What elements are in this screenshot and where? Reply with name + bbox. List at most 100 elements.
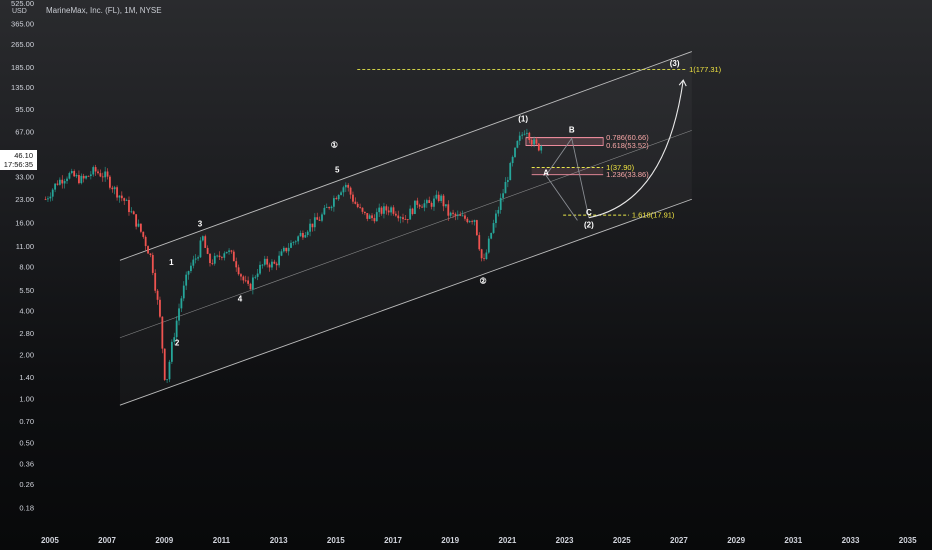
candle-body: [466, 218, 469, 223]
candle-body: [504, 181, 507, 194]
candle-body: [170, 341, 173, 362]
candle-body: [297, 236, 300, 242]
y-tick-label: 23.00: [15, 195, 34, 204]
candle-body: [285, 247, 288, 252]
candle-body: [211, 263, 214, 264]
candle-body: [178, 308, 180, 321]
candle-body: [216, 255, 219, 257]
candle-body: [509, 163, 512, 181]
candle-body: [528, 132, 531, 141]
candle-body: [99, 173, 102, 177]
candle-body: [132, 211, 135, 215]
wave-label: 3: [198, 219, 203, 228]
x-tick-label: 2005: [41, 536, 59, 545]
candle-body: [530, 140, 533, 145]
candle-body: [316, 217, 319, 220]
y-tick-label: 0.26: [19, 480, 34, 489]
x-tick-label: 2011: [213, 536, 231, 545]
candle-body: [302, 232, 304, 238]
fib-level-label: 1(37.90): [606, 163, 634, 172]
fib-zone-box-lower: [531, 167, 604, 175]
wave-label: ②: [479, 277, 486, 286]
candle-body: [406, 219, 409, 220]
candle-body: [428, 200, 431, 204]
candle-body: [313, 217, 316, 228]
y-tick-label: 2.80: [19, 329, 34, 338]
x-tick-label: 2019: [441, 536, 459, 545]
candle-body: [204, 236, 207, 248]
candle-body: [459, 214, 462, 216]
candle-body: [404, 219, 407, 220]
candle-body: [375, 212, 378, 222]
candle-body: [49, 196, 52, 199]
candle-body: [256, 273, 259, 277]
candle-body: [199, 240, 202, 258]
candle-body: [490, 232, 493, 239]
y-tick-label: 0.50: [19, 439, 34, 448]
candle-body: [97, 171, 99, 174]
candle-body: [454, 213, 457, 216]
candle-body: [85, 175, 87, 179]
candle-body: [113, 187, 116, 190]
candle-body: [321, 214, 323, 221]
last-price: 46.10: [14, 151, 33, 160]
candle-body: [421, 206, 423, 208]
candle-body: [499, 197, 502, 210]
candle-body: [392, 207, 395, 214]
x-tick-label: 2031: [784, 536, 802, 545]
y-tick-label: 0.36: [19, 459, 34, 468]
candle-body: [261, 264, 264, 266]
channel-lines: [119, 51, 692, 406]
candle-body: [342, 187, 345, 193]
candle-body: [185, 274, 188, 286]
candle-body: [232, 251, 235, 262]
candle-body: [240, 274, 242, 277]
candle-body: [168, 361, 171, 380]
wave-label: B: [569, 125, 575, 134]
candle-body: [235, 261, 238, 268]
candle-body: [101, 176, 104, 178]
candle-body: [363, 211, 366, 214]
candle-body: [109, 176, 111, 188]
wave-labels: 1 2 3 4 5 ① ② (1) (2) (3) A B C: [169, 59, 680, 348]
candle-body: [44, 199, 47, 201]
candle-body: [349, 187, 352, 195]
candle-body: [423, 203, 426, 208]
candle-body: [347, 184, 350, 188]
candle-body: [416, 200, 419, 205]
fib-level-label: 1(177.31): [689, 65, 722, 74]
candle-body: [116, 187, 118, 198]
candle-body: [209, 253, 211, 264]
candle-body: [221, 256, 223, 258]
candle-body: [373, 218, 376, 222]
wave-label: 1: [169, 258, 174, 267]
x-tick-label: 2015: [327, 536, 345, 545]
candle-body: [89, 174, 92, 177]
candle-body: [223, 253, 226, 258]
candle-body: [456, 214, 459, 216]
candle-body: [414, 200, 416, 214]
candle-body: [135, 214, 138, 227]
candle-body: [464, 215, 466, 219]
y-tick-label: 1.40: [19, 373, 34, 382]
candle-body: [244, 280, 247, 282]
candle-body: [437, 194, 440, 201]
candle-body: [356, 203, 359, 208]
candle-body: [271, 261, 273, 268]
fib-zone-box: [525, 137, 604, 146]
candle-body: [352, 194, 354, 202]
candle-body: [268, 264, 271, 268]
y-tick-label: 2.00: [19, 350, 34, 359]
candle-body: [80, 175, 83, 184]
candle-body: [161, 316, 164, 349]
candle-body: [213, 255, 216, 264]
candle-body: [151, 255, 154, 273]
candle-body: [61, 179, 64, 184]
candle-body: [328, 207, 331, 209]
y-tick-label: 4.00: [19, 306, 34, 315]
candle-body: [290, 242, 292, 248]
wave-label: (1): [518, 115, 528, 124]
y-axis: 365.00 265.00 185.00 135.00 95.00 67.00 33.00 2…: [11, 0, 34, 512]
candle-body: [526, 132, 528, 134]
